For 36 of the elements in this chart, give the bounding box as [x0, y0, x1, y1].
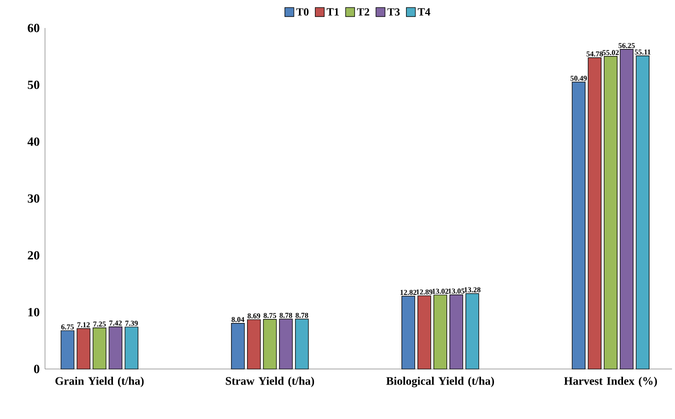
legend-label: T3 [387, 8, 400, 16]
bar [295, 318, 309, 370]
bar [588, 57, 602, 370]
bar [247, 319, 261, 370]
bar [76, 328, 90, 370]
legend-label: T0 [296, 8, 309, 16]
x-tick-label: Straw Yield (t/ha) [226, 376, 314, 388]
bar [604, 56, 618, 370]
bar [433, 294, 448, 370]
x-tick-label: Harvest Index (%) [564, 376, 657, 388]
bar [449, 294, 464, 370]
y-tick-label: 40 [28, 137, 40, 146]
y-tick-label: 60 [28, 24, 40, 32]
bar [465, 293, 480, 370]
bar [279, 318, 293, 370]
bar [620, 49, 634, 370]
bar [636, 55, 650, 370]
y-tick-label: 20 [28, 251, 40, 260]
bar [92, 327, 106, 370]
y-tick-label: 10 [28, 308, 40, 316]
bar [401, 296, 416, 370]
bar [231, 323, 245, 370]
y-tick-label: 30 [28, 194, 40, 203]
x-tick-label: Grain Yield (t/ha) [55, 376, 144, 388]
legend-label: T1 [326, 8, 339, 16]
y-tick-label: 50 [28, 80, 40, 90]
x-tick-label: Biological Yield (t/ha) [386, 376, 494, 388]
bar [417, 295, 432, 370]
bar [108, 326, 122, 370]
bar [572, 82, 586, 370]
legend-label: T2 [357, 8, 370, 16]
legend-label: T4 [418, 8, 430, 16]
bar [124, 326, 138, 370]
bar [263, 318, 277, 370]
bar [60, 330, 74, 370]
y-tick-label: 0 [34, 364, 40, 374]
